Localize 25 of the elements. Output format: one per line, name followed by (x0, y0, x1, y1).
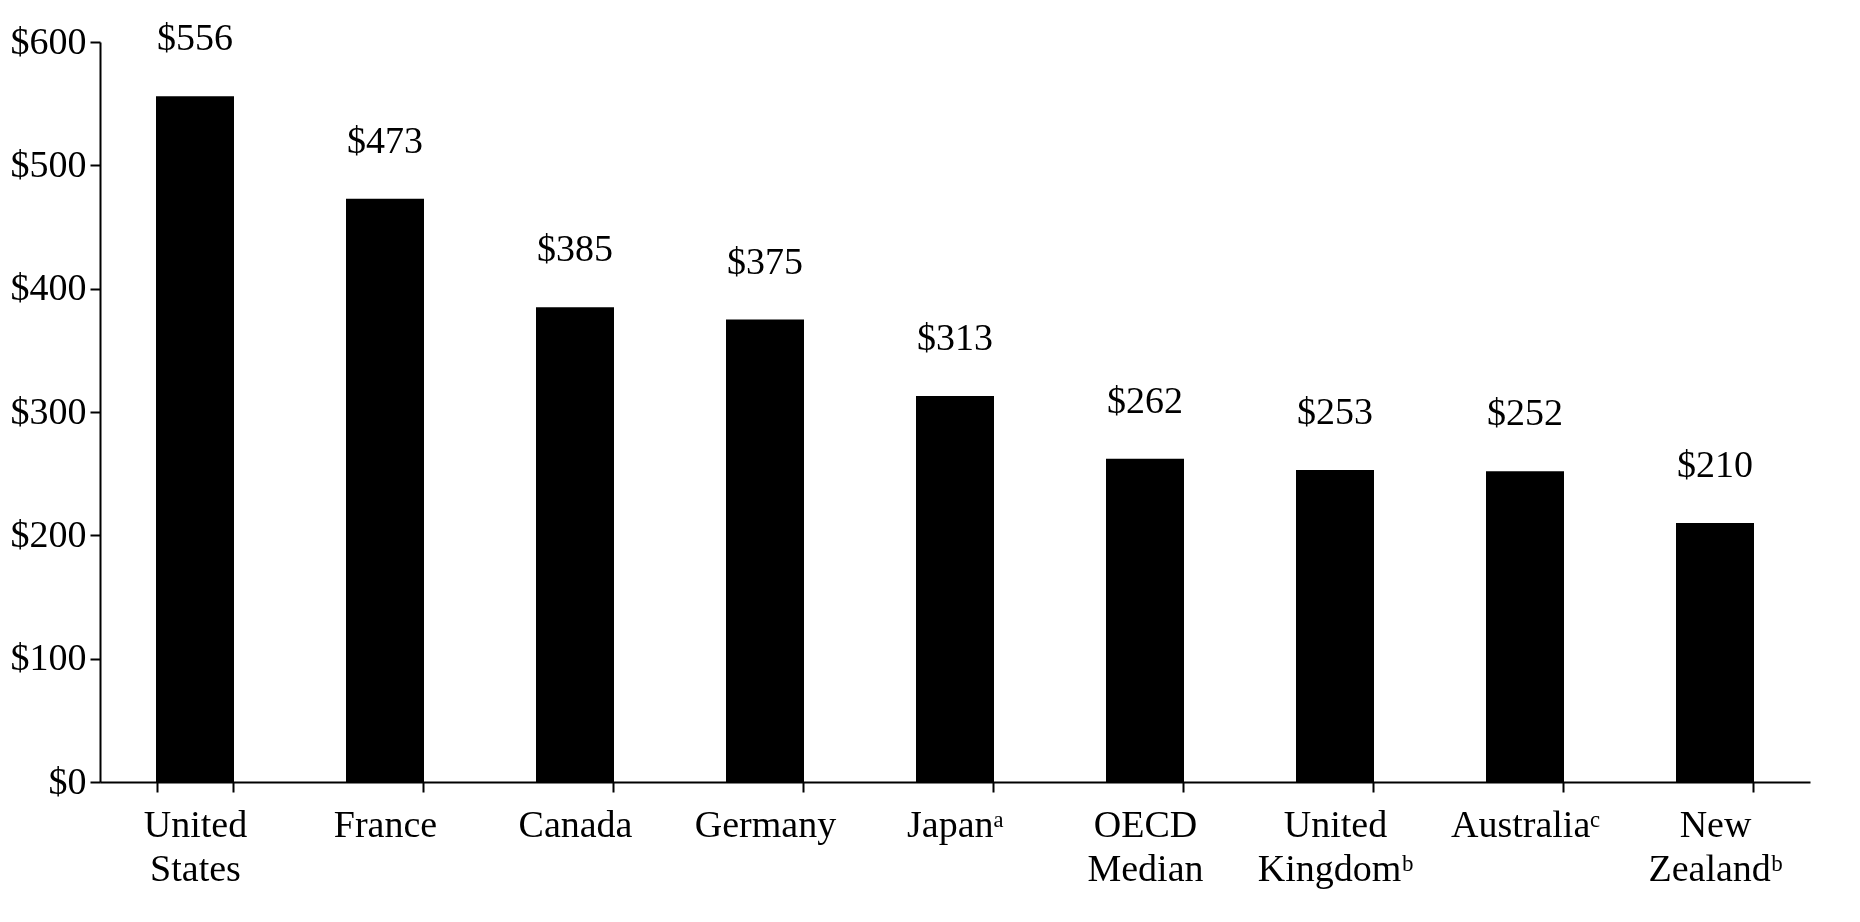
y-tick-label: $0 (48, 759, 87, 802)
x-tick-label: United States (143, 802, 248, 889)
x-tick-label: Japanᵃ (907, 802, 1004, 845)
x-tick-label: New Zealandᵇ (1648, 802, 1783, 889)
x-tick-label: Canada (518, 802, 633, 845)
data-label: $313 (917, 315, 993, 358)
x-tick-label: France (333, 802, 438, 845)
y-tick-label: $300 (10, 389, 87, 432)
x-tick-label: Australiaᶜ (1450, 802, 1601, 845)
x-tick-label: United Kingdomᵇ (1257, 802, 1414, 889)
data-label: $210 (1677, 443, 1753, 485)
y-tick-label: $500 (10, 142, 87, 185)
data-label: $473 (347, 118, 423, 161)
y-tick-label: $600 (10, 19, 87, 62)
data-label: $556 (157, 16, 233, 59)
x-tick-label: OECD Median (1087, 802, 1204, 889)
data-label: $262 (1107, 378, 1183, 421)
y-tick-label: $200 (10, 512, 87, 555)
data-label: $253 (1297, 389, 1373, 432)
data-label: $385 (537, 227, 613, 270)
y-tick-label: $100 (10, 636, 87, 679)
y-tick-label: $400 (10, 266, 87, 309)
x-tick-label: Germany (694, 802, 837, 845)
data-label: $375 (727, 239, 803, 282)
data-label: $252 (1487, 391, 1563, 434)
